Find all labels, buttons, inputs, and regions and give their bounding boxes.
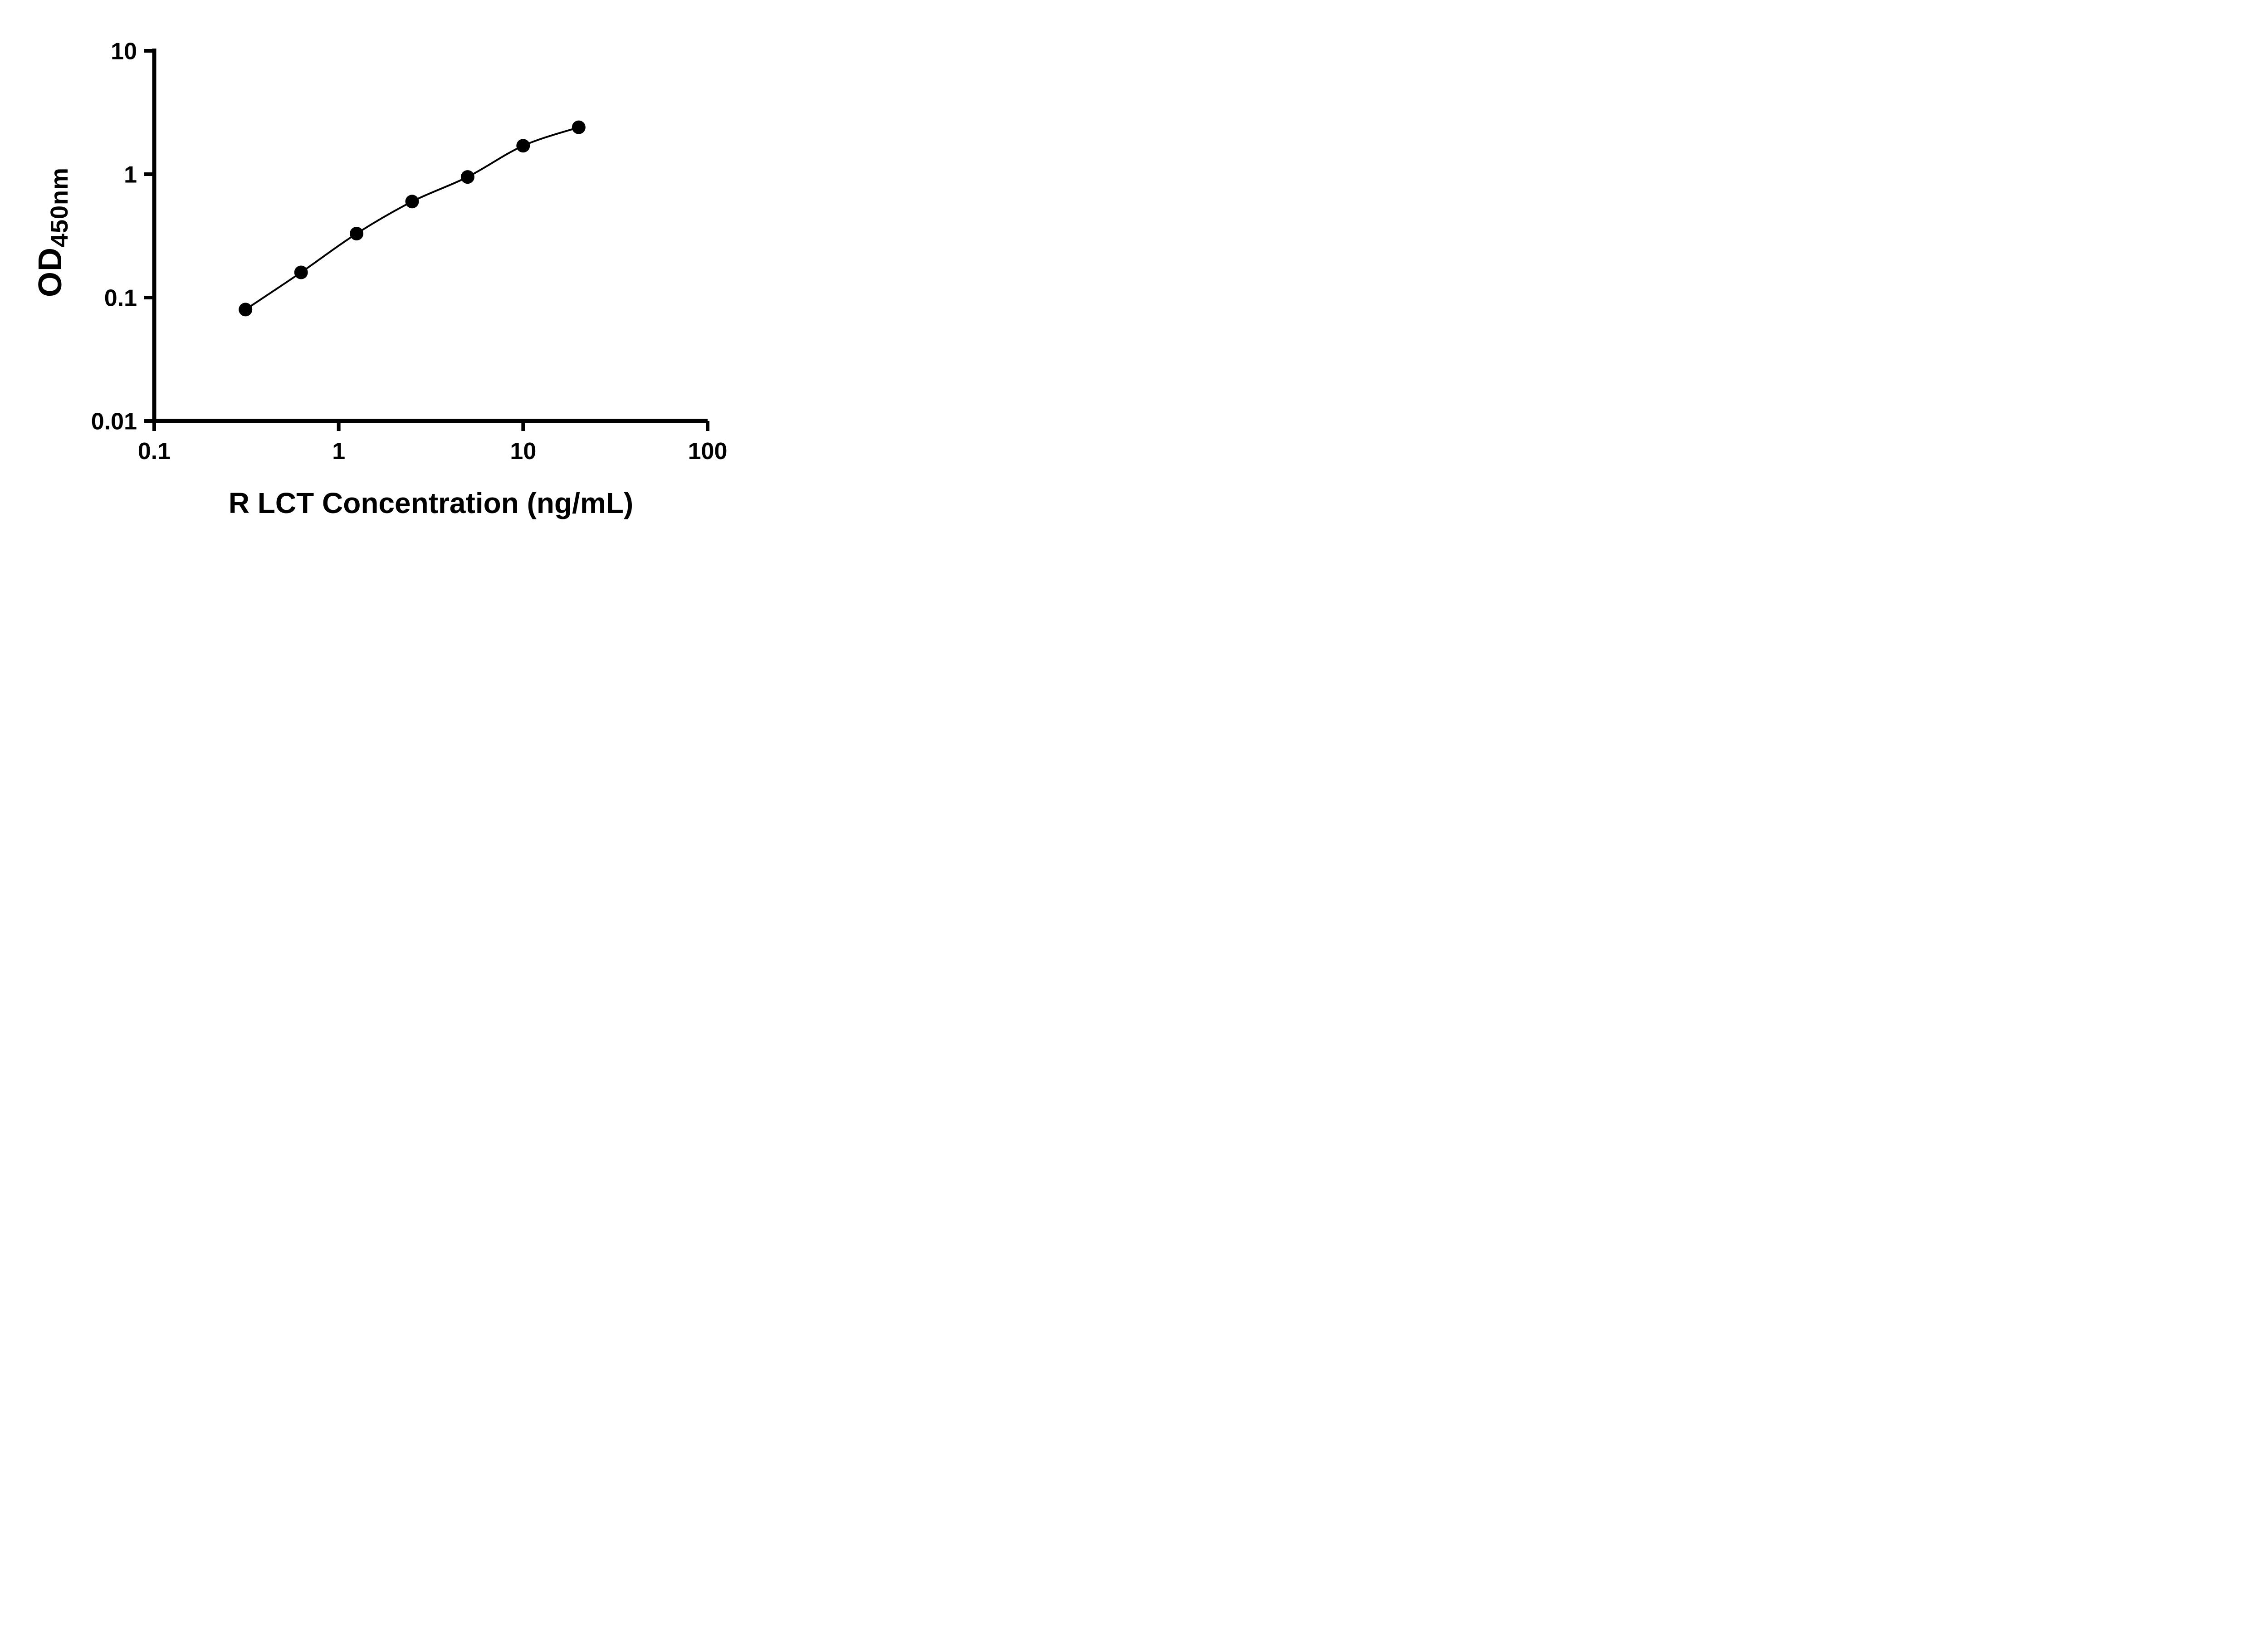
data-point bbox=[350, 227, 364, 240]
x-tick-label: 10 bbox=[510, 438, 536, 464]
y-tick-label: 0.01 bbox=[91, 409, 137, 435]
data-point bbox=[405, 195, 419, 209]
x-tick-label: 0.1 bbox=[138, 438, 171, 464]
y-axis-title: OD450nm bbox=[32, 167, 73, 297]
axes bbox=[152, 49, 708, 423]
elisa-standard-curve-figure: 0.01 0.1 1 10 0.1 1 10 100 OD450nm R LCT Concen… bbox=[0, 0, 777, 544]
y-tick-label: 1 bbox=[124, 162, 137, 188]
x-axis-title: R LCT Concentration (ng/mL) bbox=[228, 487, 634, 519]
data-point bbox=[516, 139, 530, 153]
x-tick-label: 100 bbox=[688, 438, 728, 464]
y-axis-title-main: OD bbox=[32, 247, 68, 298]
data-point bbox=[239, 303, 253, 317]
data-point bbox=[294, 265, 308, 279]
curve-line bbox=[245, 126, 579, 311]
x-tick-label: 1 bbox=[332, 438, 345, 464]
y-tick-label: 10 bbox=[111, 39, 137, 65]
y-tick-label: 0.1 bbox=[104, 285, 137, 312]
page: 0.01 0.1 1 10 0.1 1 10 100 OD450nm R LCT Concen… bbox=[0, 0, 777, 544]
data-point bbox=[460, 170, 474, 184]
data-point bbox=[572, 120, 586, 134]
y-axis-title-subscript: 450nm bbox=[46, 167, 73, 248]
